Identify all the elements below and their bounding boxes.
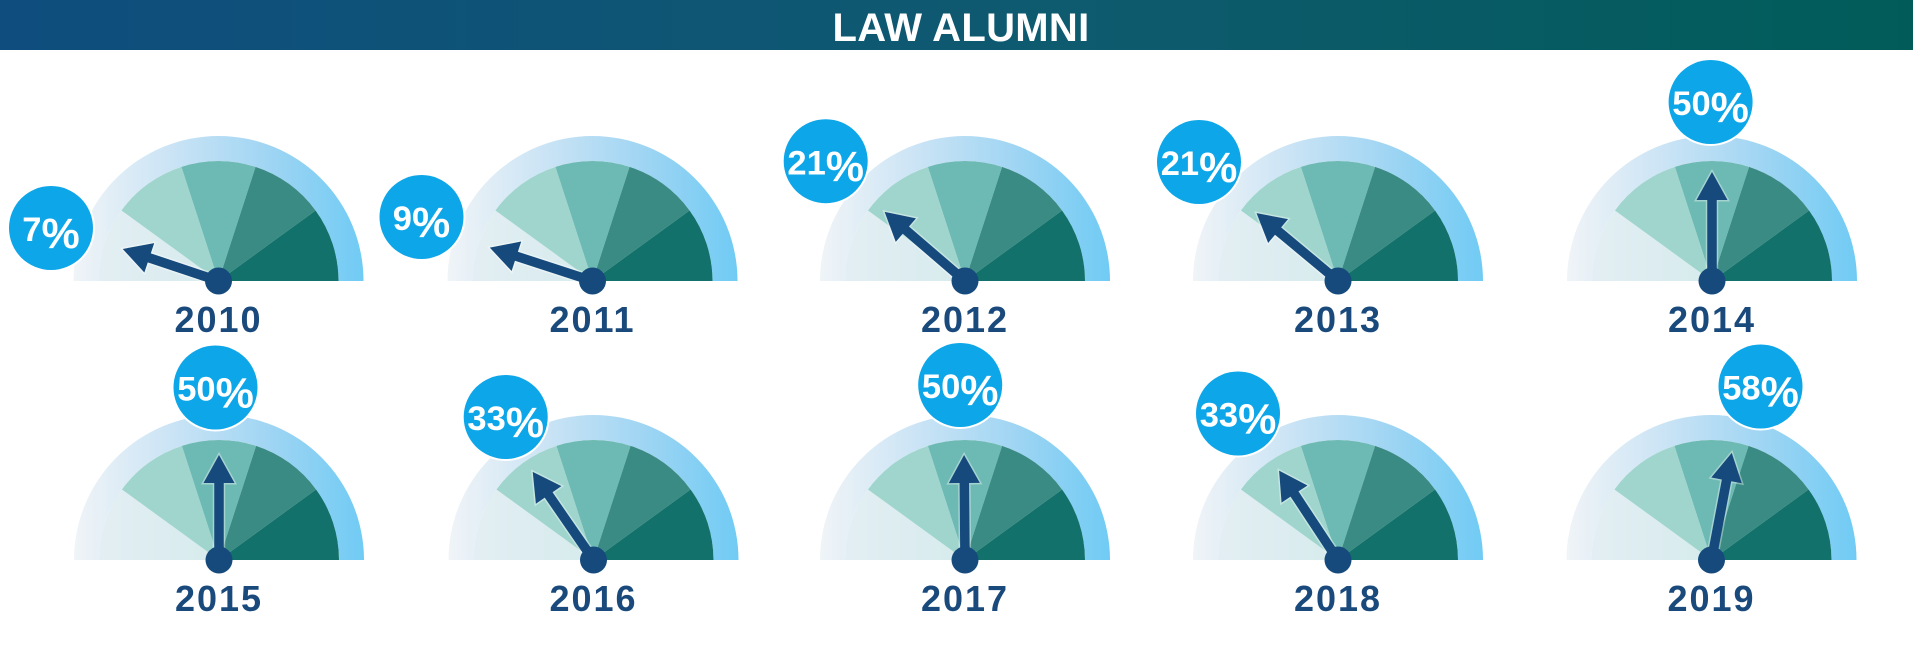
svg-text:2015: 2015 xyxy=(175,578,263,619)
svg-text:2013: 2013 xyxy=(1294,299,1382,340)
svg-text:2018: 2018 xyxy=(1294,578,1382,619)
svg-text:2012: 2012 xyxy=(921,299,1009,340)
svg-text:50%: 50% xyxy=(922,367,999,415)
svg-text:9%: 9% xyxy=(393,199,450,247)
svg-text:LAW ALUMNI: LAW ALUMNI xyxy=(832,6,1089,50)
svg-text:2019: 2019 xyxy=(1667,578,1755,619)
svg-text:2017: 2017 xyxy=(921,578,1009,619)
svg-text:2016: 2016 xyxy=(549,578,637,619)
svg-text:2014: 2014 xyxy=(1668,299,1756,340)
svg-text:2010: 2010 xyxy=(174,299,262,340)
svg-text:2011: 2011 xyxy=(549,299,635,340)
svg-text:58%: 58% xyxy=(1722,369,1799,417)
